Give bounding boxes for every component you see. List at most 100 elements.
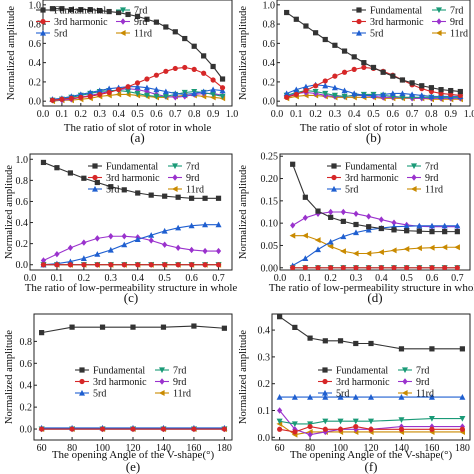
legend-label: 3rd harmonic	[106, 173, 160, 184]
y-tick-label: 0.1	[258, 406, 271, 417]
x-tick-label: 120	[126, 443, 141, 454]
legend-marker	[401, 390, 408, 396]
data-point	[290, 161, 296, 167]
x-tick-label: 0.8	[425, 109, 438, 120]
x-tick-label: 0.3	[93, 109, 106, 120]
data-point	[303, 23, 309, 29]
y-tick-label: 1.0	[263, 0, 276, 11]
data-point	[340, 208, 346, 216]
data-point	[121, 187, 127, 193]
legend: Fundamental 7rd 3rd harmonic 9rd 5rd 11rd	[352, 6, 468, 40]
data-point	[366, 265, 372, 270]
x-axis-label: The opening Angle of the V-shape(°)	[290, 449, 453, 461]
data-point	[49, 97, 56, 103]
legend-label: 11rd	[134, 29, 152, 40]
data-point	[172, 29, 178, 35]
data-point	[368, 394, 374, 400]
data-point	[87, 7, 93, 13]
legend-marker	[120, 7, 126, 14]
data-point	[162, 241, 168, 248]
data-point	[108, 184, 114, 190]
legend-marker	[92, 185, 98, 192]
y-tick-label: 0.2	[258, 379, 271, 390]
data-point	[215, 221, 222, 228]
data-point	[99, 426, 106, 432]
data-point	[144, 16, 150, 22]
x-tick-label: 60	[275, 443, 285, 454]
x-tick-label: 120	[364, 443, 379, 454]
data-point	[191, 90, 198, 97]
data-point	[67, 262, 73, 268]
legend-label: 9rd	[425, 173, 438, 184]
plot-area	[276, 314, 466, 438]
x-tick-label: 0.0	[274, 273, 287, 284]
data-point	[352, 418, 359, 425]
y-axis-label: Normalized amplitude	[238, 6, 249, 101]
series-line	[279, 410, 463, 436]
data-point	[135, 262, 141, 268]
data-point	[59, 6, 65, 12]
legend-label: Fundamental	[54, 6, 106, 17]
data-point	[283, 90, 290, 97]
data-point	[81, 262, 87, 268]
x-tick-label: 180	[217, 443, 232, 454]
data-point	[162, 193, 168, 199]
data-point	[351, 66, 357, 72]
data-point	[153, 86, 160, 93]
data-point	[284, 94, 290, 100]
data-point	[365, 250, 372, 257]
data-point	[125, 84, 131, 90]
data-point	[189, 262, 195, 268]
data-point	[39, 330, 45, 336]
data-point	[416, 222, 423, 229]
y-tick-label: 0.0	[16, 260, 29, 271]
legend-label: 3rd harmonic	[370, 17, 424, 28]
data-point	[153, 93, 160, 100]
chart-panel: 60 80 100 120 140 160 180 0.0 0.1 0.2 0.3 0.4 The op…	[238, 313, 471, 474]
data-point	[429, 229, 435, 235]
legend-marker	[79, 389, 85, 396]
data-point	[454, 265, 460, 270]
y-tick-label: 0.0	[263, 97, 276, 108]
data-point	[366, 213, 372, 220]
legend-label: 5rd	[345, 185, 358, 196]
y-tick-label: 0.6	[20, 359, 33, 370]
data-point	[115, 91, 122, 98]
legend-marker	[171, 186, 178, 192]
legend-marker	[92, 174, 98, 181]
data-point	[148, 237, 154, 244]
y-tick-label: 0.0	[29, 97, 42, 108]
data-point	[162, 88, 169, 95]
data-point	[391, 265, 397, 270]
x-tick-label: 140	[394, 443, 409, 454]
data-point	[292, 324, 298, 331]
data-point	[331, 84, 338, 91]
data-point	[337, 394, 344, 400]
y-tick-label: 1.0	[29, 0, 42, 11]
y-axis-label: Normalized amplitude	[238, 330, 249, 425]
data-point	[99, 324, 106, 330]
x-tick-label: 0.6	[185, 273, 198, 284]
data-point	[337, 338, 344, 344]
data-point	[403, 223, 410, 229]
legend-marker	[411, 174, 417, 181]
y-tick-label: 0.6	[29, 39, 42, 50]
legend-label: 11rd	[425, 185, 443, 196]
y-tick-label: 0.8	[29, 20, 42, 31]
x-tick-label: 160	[424, 443, 439, 454]
data-point	[322, 82, 329, 89]
legend: Fundamental 7rd 3rd harmonic 9rd 5rd 11rd	[327, 162, 443, 196]
data-point	[290, 265, 296, 270]
legend-marker	[331, 174, 337, 181]
y-tick-label: 0.8	[20, 337, 33, 348]
legend-marker	[40, 29, 46, 36]
data-point	[106, 89, 112, 96]
legend-label: 5rd	[336, 389, 349, 400]
data-point	[277, 314, 283, 320]
y-tick-label: 0.4	[29, 58, 42, 69]
data-point	[188, 222, 195, 229]
panel-label: (a)	[130, 130, 144, 145]
data-point	[442, 229, 448, 235]
data-point	[130, 426, 136, 432]
